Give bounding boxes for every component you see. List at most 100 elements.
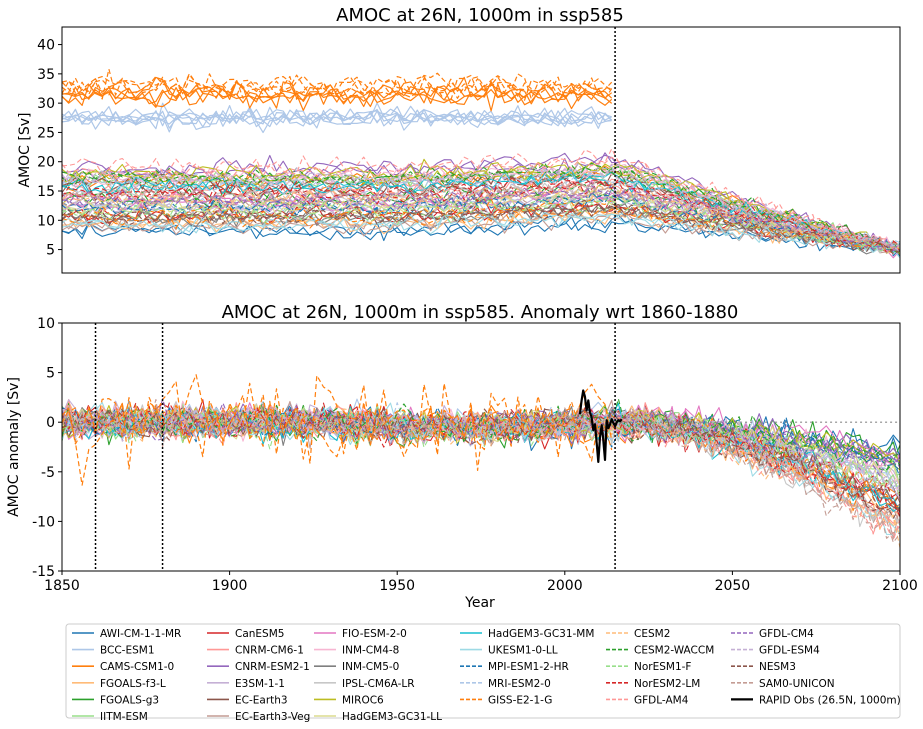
top-ytick-label: 25: [37, 125, 55, 141]
bottom-ytick-label: 0: [46, 415, 55, 431]
bottom-xtick-label: 2000: [547, 578, 583, 594]
legend-label: CESM2-WACCM: [634, 645, 714, 657]
legend-label: GFDL-AM4: [634, 694, 689, 706]
bottom-ytick-label: 10: [37, 316, 55, 332]
legend-label: IITM-ESM: [100, 711, 148, 723]
bottom-ytick-label: -5: [41, 465, 55, 481]
legend-label: HadGEM3-GC31-MM: [488, 628, 594, 640]
legend-label: GFDL-CM4: [759, 628, 814, 640]
legend-label: EC-Earth3: [235, 694, 288, 706]
bottom-vlines: [94, 323, 616, 571]
legend-label: FGOALS-f3-L: [100, 678, 166, 690]
bottom-xtick-label: 2100: [882, 578, 918, 594]
legend-label: NorESM1-F: [634, 661, 691, 673]
legend-label: CNRM-ESM2-1: [235, 661, 310, 673]
top-ytick-label: 30: [37, 96, 55, 112]
top-series-line: [62, 152, 900, 251]
top-series-line: [62, 102, 612, 130]
top-ylabel: AMOC [Sv]: [17, 113, 33, 188]
top-series-line: [62, 176, 900, 254]
legend-label: IPSL-CM6A-LR: [342, 678, 415, 690]
top-ytick-label: 35: [37, 67, 55, 83]
bottom-series-line: [62, 401, 900, 471]
bottom-ytick-label: 5: [46, 366, 55, 382]
legend-label: MRI-ESM2-0: [488, 678, 551, 690]
bottom-xtick-label: 2050: [715, 578, 751, 594]
top-series-line: [62, 181, 900, 250]
bottom-ylabel: AMOC anomaly [Sv]: [6, 377, 22, 517]
top-series-line: [62, 210, 900, 253]
top-series-line: [62, 76, 613, 108]
top-series-line: [62, 158, 900, 256]
bottom-axes-frame: [61, 322, 901, 572]
legend-label: GISS-E2-1-G: [488, 694, 552, 706]
top-series-line: [62, 195, 900, 253]
bottom-series-line: [62, 404, 900, 472]
legend-label: CAMS-CSM1-0: [100, 661, 174, 673]
bottom-series-line: [62, 380, 613, 471]
top-ytick-label: 5: [46, 243, 55, 259]
top-series-line: [62, 73, 613, 100]
bottom-title: AMOC at 26N, 1000m in ssp585. Anomaly wr…: [222, 302, 739, 323]
bottom-series-line: [62, 374, 613, 486]
legend-label: CNRM-CM6-1: [235, 645, 304, 657]
legend-label: E3SM-1-1: [235, 678, 285, 690]
legend-label: NESM3: [759, 661, 796, 673]
legend-label: RAPID Obs (26.5N, 1000m): [759, 694, 901, 706]
top-series-line: [62, 162, 900, 249]
bottom-ytick-label: -15: [32, 564, 55, 580]
legend-label: UKESM1-0-LL: [488, 645, 558, 657]
legend-label: INM-CM4-8: [342, 645, 399, 657]
top-series-line: [62, 195, 900, 253]
bottom-series-group: [62, 374, 900, 548]
legend-label: BCC-ESM1: [100, 645, 155, 657]
legend-label: MIROC6: [342, 694, 384, 706]
legend-label: CESM2: [634, 628, 670, 640]
top-series-line: [62, 81, 613, 109]
legend-label: INM-CM5-0: [342, 661, 399, 673]
top-y-ticks: 5 10 15 20 25 30 35 40: [37, 38, 62, 259]
legend-label: GFDL-ESM4: [759, 645, 820, 657]
legend-label: CanESM5: [235, 628, 284, 640]
legend: AWI-CM-1-1-MR BCC-ESM1 CAMS-CSM1-0 FGOALS-f…: [65, 623, 901, 723]
top-ytick-label: 20: [37, 155, 55, 171]
top-series-line: [62, 177, 900, 254]
top-series-line: [62, 198, 900, 254]
bottom-xtick-label: 1900: [212, 578, 248, 594]
legend-items: AWI-CM-1-1-MR BCC-ESM1 CAMS-CSM1-0 FGOALS-f…: [72, 628, 901, 723]
top-series-line: [62, 199, 900, 252]
top-series-line: [62, 72, 612, 100]
legend-label: FGOALS-g3: [100, 694, 159, 706]
top-ytick-label: 40: [37, 38, 55, 54]
bottom-ytick-label: -10: [32, 514, 55, 530]
top-ytick-label: 10: [37, 213, 55, 229]
top-axes-frame: [61, 26, 901, 274]
top-series-line: [62, 203, 900, 255]
top-series-line: [62, 106, 612, 130]
legend-frame: [65, 623, 901, 719]
bottom-series-line: [62, 402, 900, 477]
rapid-obs-line: [578, 389, 623, 463]
top-series-line: [62, 168, 900, 252]
top-series-line: [62, 166, 900, 254]
legend-label: HadGEM3-GC31-LL: [342, 711, 442, 723]
legend-label: MPI-ESM1-2-HR: [488, 661, 569, 673]
top-series-line: [62, 162, 900, 253]
bottom-xtick-label: 1850: [44, 578, 80, 594]
top-series-line: [62, 102, 612, 134]
legend-label: AWI-CM-1-1-MR: [100, 628, 181, 640]
bottom-panel: AMOC at 26N, 1000m in ssp585. Anomaly wr…: [6, 302, 918, 611]
top-series-line: [62, 74, 613, 102]
legend-label: NorESM2-LM: [634, 678, 700, 690]
top-series-line: [62, 178, 900, 249]
bottom-series-line: [62, 398, 900, 466]
top-series-line: [62, 170, 900, 247]
top-series-group: [62, 68, 900, 259]
top-series-line: [62, 165, 900, 250]
legend-label: EC-Earth3-Veg: [235, 711, 310, 723]
bottom-xtick-label: 1950: [379, 578, 415, 594]
bottom-y-ticks: -15 -10 -5 0 5 10: [32, 316, 62, 580]
top-series-line: [62, 211, 900, 254]
bottom-series-line: [62, 399, 900, 537]
